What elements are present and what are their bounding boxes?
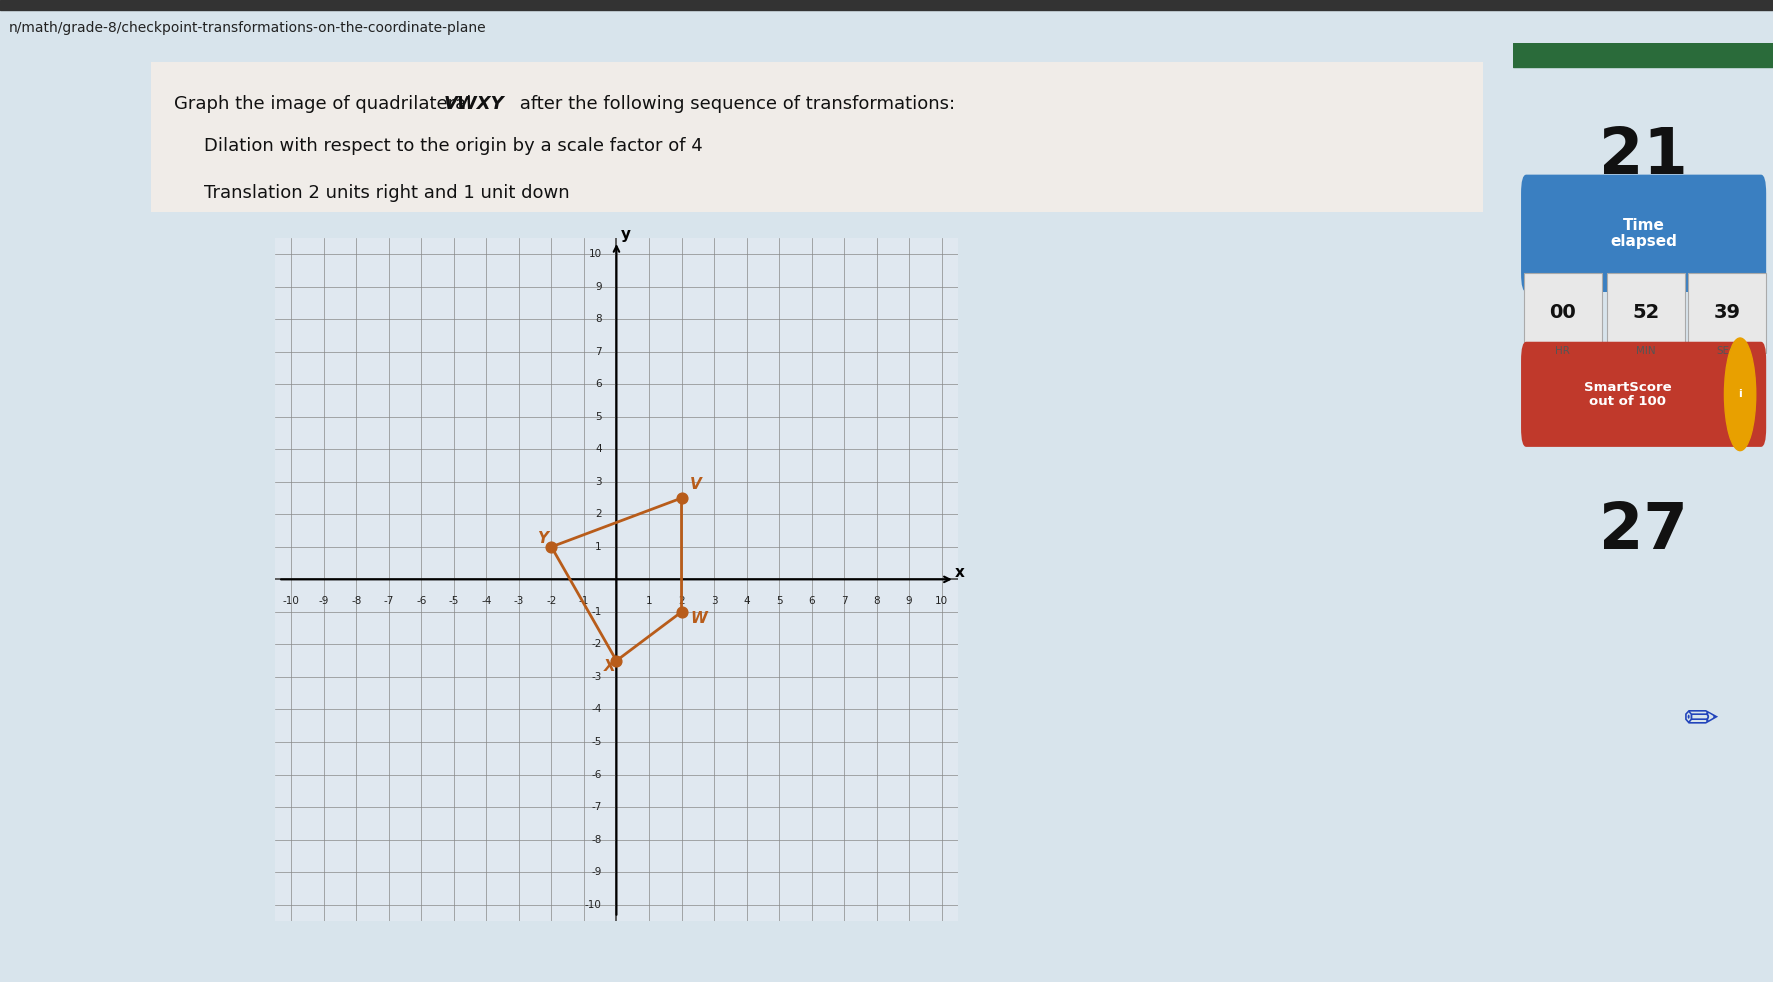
FancyBboxPatch shape <box>1519 175 1766 292</box>
Text: Translation 2 units right and 1 unit down: Translation 2 units right and 1 unit dow… <box>204 185 569 202</box>
Text: 1: 1 <box>596 542 601 552</box>
Circle shape <box>1723 338 1755 451</box>
Text: V: V <box>690 477 700 492</box>
Text: 8: 8 <box>596 314 601 324</box>
Text: -5: -5 <box>590 737 601 747</box>
Text: 00: 00 <box>1548 303 1574 322</box>
Text: -9: -9 <box>319 596 328 606</box>
Text: -7: -7 <box>383 596 394 606</box>
Text: -3: -3 <box>590 672 601 682</box>
Text: 7: 7 <box>840 596 847 606</box>
Text: 7: 7 <box>596 347 601 356</box>
Text: HR: HR <box>1555 346 1569 356</box>
Bar <box>1512 43 1773 67</box>
Bar <box>0 0 1773 10</box>
Text: MIN: MIN <box>1635 346 1656 356</box>
Text: VWXY: VWXY <box>443 95 504 113</box>
Text: 2: 2 <box>677 596 684 606</box>
Text: W: W <box>690 611 707 627</box>
Text: 3: 3 <box>711 596 716 606</box>
Text: -2: -2 <box>590 639 601 649</box>
Text: ✏: ✏ <box>1683 698 1718 740</box>
Text: 27: 27 <box>1597 501 1688 563</box>
Text: 10: 10 <box>934 596 949 606</box>
Point <box>667 604 695 620</box>
Text: -3: -3 <box>514 596 523 606</box>
Text: Graph the image of quadrilateral: Graph the image of quadrilateral <box>174 95 477 113</box>
Text: 9: 9 <box>596 282 601 292</box>
Text: -2: -2 <box>546 596 557 606</box>
FancyBboxPatch shape <box>1606 273 1684 353</box>
FancyBboxPatch shape <box>151 62 1482 212</box>
Text: -1: -1 <box>590 607 601 617</box>
Text: n/math/grade-8/checkpoint-transformations-on-the-coordinate-plane: n/math/grade-8/checkpoint-transformation… <box>9 21 486 35</box>
Text: 3: 3 <box>596 477 601 487</box>
Text: X: X <box>605 659 615 674</box>
Text: -10: -10 <box>282 596 300 606</box>
Text: -7: -7 <box>590 802 601 812</box>
Text: 1: 1 <box>645 596 652 606</box>
Text: 5: 5 <box>596 411 601 421</box>
Text: 52: 52 <box>1631 303 1660 322</box>
Text: Y: Y <box>537 531 548 546</box>
Text: 5: 5 <box>775 596 782 606</box>
Text: after the following sequence of transformations:: after the following sequence of transfor… <box>514 95 956 113</box>
Text: -9: -9 <box>590 867 601 877</box>
Text: -8: -8 <box>590 835 601 845</box>
Text: 6: 6 <box>596 379 601 389</box>
Text: 2: 2 <box>596 510 601 519</box>
FancyBboxPatch shape <box>1519 342 1766 447</box>
FancyBboxPatch shape <box>1523 273 1601 353</box>
Text: -4: -4 <box>590 704 601 715</box>
Text: Dilation with respect to the origin by a scale factor of 4: Dilation with respect to the origin by a… <box>204 137 702 155</box>
Text: 10: 10 <box>589 249 601 259</box>
Text: y: y <box>621 227 631 243</box>
Text: -6: -6 <box>417 596 426 606</box>
Text: -1: -1 <box>578 596 589 606</box>
Text: 39: 39 <box>1713 303 1739 322</box>
Text: 21: 21 <box>1597 125 1688 187</box>
Text: i: i <box>1738 389 1741 400</box>
FancyBboxPatch shape <box>1686 273 1766 353</box>
Point <box>667 490 695 506</box>
Point <box>603 653 631 669</box>
Text: -10: -10 <box>585 900 601 909</box>
Text: x: x <box>954 566 965 580</box>
Text: -4: -4 <box>480 596 491 606</box>
Text: 6: 6 <box>808 596 814 606</box>
Text: SEC: SEC <box>1716 346 1736 356</box>
Text: -6: -6 <box>590 770 601 780</box>
Text: 8: 8 <box>872 596 879 606</box>
Text: Time
elapsed: Time elapsed <box>1610 218 1675 249</box>
Text: SmartScore
out of 100: SmartScore out of 100 <box>1583 381 1670 408</box>
Text: 9: 9 <box>906 596 911 606</box>
Text: 4: 4 <box>596 444 601 455</box>
Point <box>537 539 566 555</box>
Text: -8: -8 <box>351 596 362 606</box>
Text: 4: 4 <box>743 596 750 606</box>
Text: -5: -5 <box>449 596 459 606</box>
